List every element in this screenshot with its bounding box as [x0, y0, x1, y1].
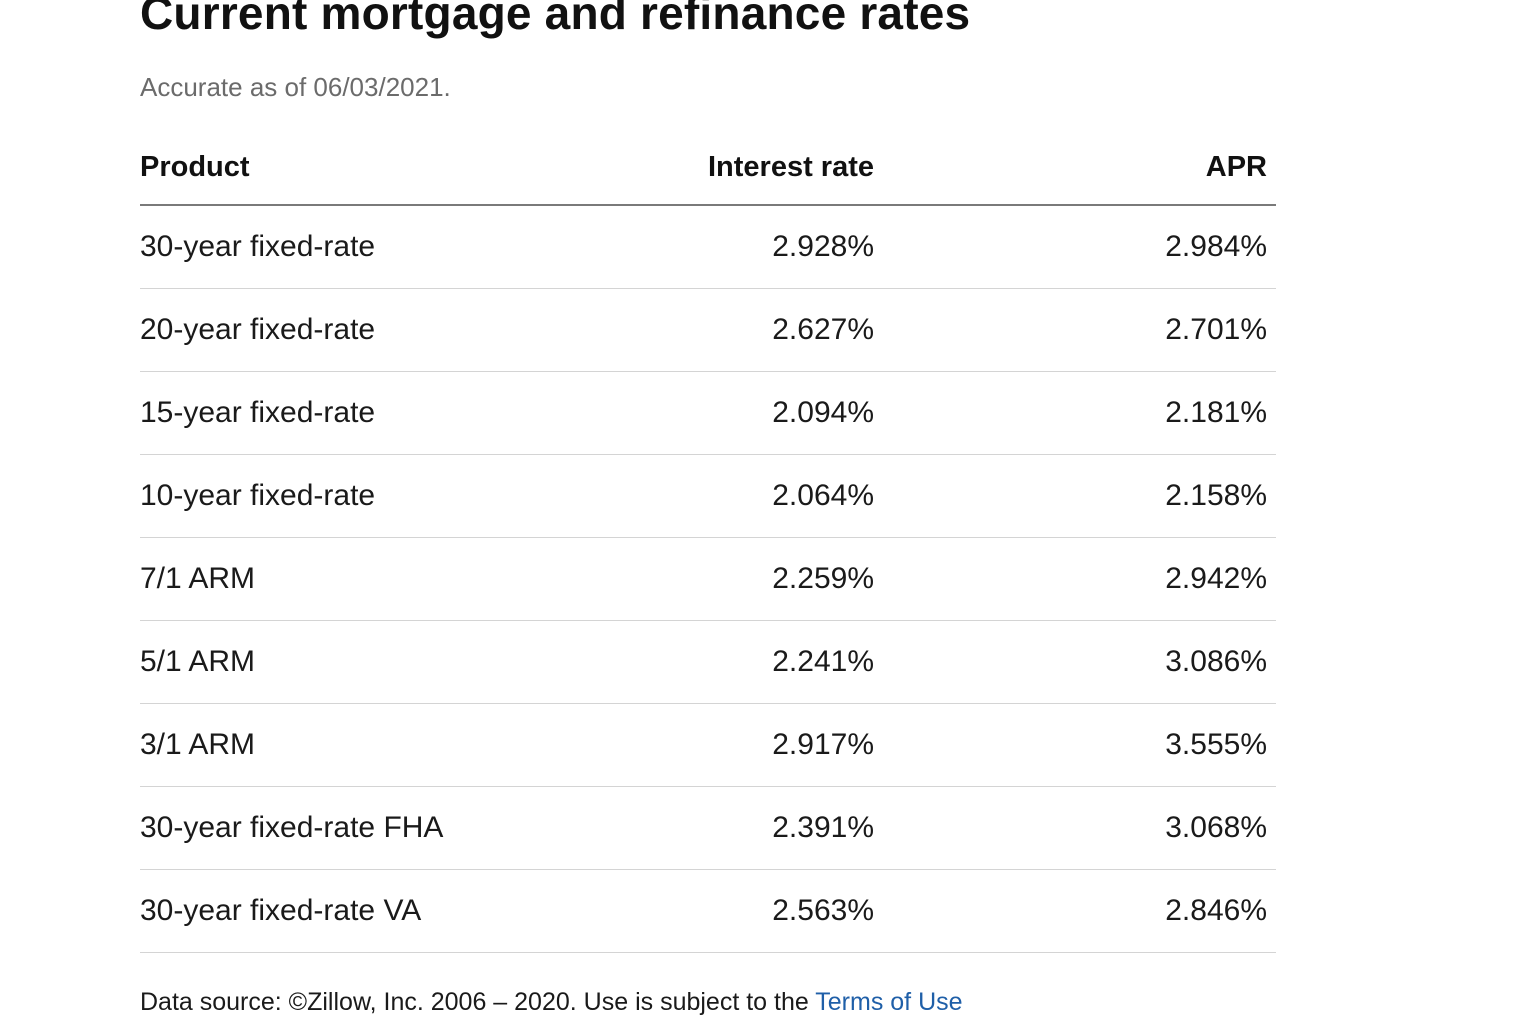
table-row: 30-year fixed-rate FHA 2.391% 3.068%	[140, 786, 1276, 870]
table-row: 10-year fixed-rate 2.064% 2.158%	[140, 454, 1276, 538]
table-header-row: Product Interest rate APR	[140, 130, 1276, 206]
table-row: 7/1 ARM 2.259% 2.942%	[140, 537, 1276, 621]
interest-rate-cell: 2.064%	[680, 454, 874, 538]
interest-rate-cell: 2.917%	[680, 703, 874, 787]
apr-cell: 2.181%	[874, 371, 1276, 455]
table-body: 30-year fixed-rate 2.928% 2.984% 20-year…	[140, 205, 1276, 953]
table-row: 30-year fixed-rate VA 2.563% 2.846%	[140, 869, 1276, 953]
table-row: 20-year fixed-rate 2.627% 2.701%	[140, 288, 1276, 372]
interest-rate-cell: 2.928%	[680, 205, 874, 289]
rates-table: Product Interest rate APR 30-year fixed-…	[140, 130, 1276, 953]
accuracy-date: Accurate as of 06/03/2021.	[140, 72, 451, 102]
table-row: 30-year fixed-rate 2.928% 2.984%	[140, 205, 1276, 289]
table-row: 15-year fixed-rate 2.094% 2.181%	[140, 371, 1276, 455]
interest-rate-cell: 2.391%	[680, 786, 874, 870]
product-cell: 7/1 ARM	[140, 537, 680, 621]
interest-rate-cell: 2.563%	[680, 869, 874, 953]
product-cell: 10-year fixed-rate	[140, 454, 680, 538]
interest-rate-cell: 2.627%	[680, 288, 874, 372]
interest-rate-cell: 2.094%	[680, 371, 874, 455]
product-cell: 5/1 ARM	[140, 620, 680, 704]
apr-cell: 2.158%	[874, 454, 1276, 538]
apr-cell: 3.555%	[874, 703, 1276, 787]
apr-cell: 2.701%	[874, 288, 1276, 372]
table-row: 5/1 ARM 2.241% 3.086%	[140, 620, 1276, 704]
product-cell: 20-year fixed-rate	[140, 288, 680, 372]
product-cell: 15-year fixed-rate	[140, 371, 680, 455]
apr-cell: 3.068%	[874, 786, 1276, 870]
product-cell: 3/1 ARM	[140, 703, 680, 787]
terms-of-use-link[interactable]: Terms of Use	[815, 988, 963, 1016]
interest-rate-cell: 2.241%	[680, 620, 874, 704]
apr-cell: 2.942%	[874, 537, 1276, 621]
product-cell: 30-year fixed-rate	[140, 205, 680, 289]
table-row: 3/1 ARM 2.917% 3.555%	[140, 703, 1276, 787]
apr-cell: 2.846%	[874, 869, 1276, 953]
table-header: Product Interest rate APR	[140, 130, 1276, 206]
column-header-interest-rate: Interest rate	[680, 130, 874, 206]
apr-cell: 3.086%	[874, 620, 1276, 704]
column-header-apr: APR	[874, 130, 1276, 206]
product-cell: 30-year fixed-rate FHA	[140, 786, 680, 870]
column-header-product: Product	[140, 130, 680, 206]
apr-cell: 2.984%	[874, 205, 1276, 289]
product-cell: 30-year fixed-rate VA	[140, 869, 680, 953]
page-title: Current mortgage and refinance rates	[140, 0, 971, 39]
data-source-footer: Data source: ©Zillow, Inc. 2006 – 2020. …	[140, 988, 963, 1017]
data-source-text: Data source: ©Zillow, Inc. 2006 – 2020. …	[140, 988, 816, 1016]
interest-rate-cell: 2.259%	[680, 537, 874, 621]
